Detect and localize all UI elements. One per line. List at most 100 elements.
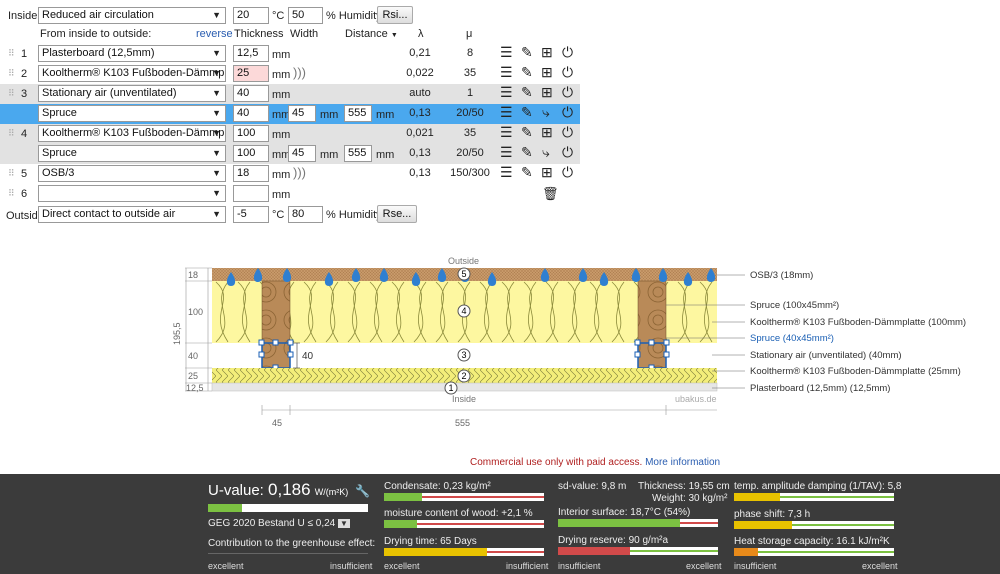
interior-surface-label: Interior surface: 18,7°C (54%)	[558, 507, 691, 518]
mm-unit: mm	[376, 109, 395, 121]
geg-dropdown-icon[interactable]: ▼	[338, 519, 350, 528]
material-select[interactable]: Kooltherm® K103 Fußboden-Dämmp ▼	[38, 125, 226, 142]
power-icon[interactable]: ⏻	[562, 84, 574, 100]
col-lambda: λ	[418, 28, 424, 40]
edit-icon[interactable]: ✎	[521, 144, 533, 160]
dim-12-5: 12,5	[186, 383, 204, 393]
power-icon[interactable]: ⏻	[562, 44, 574, 60]
edit-icon[interactable]: ✎	[521, 104, 533, 120]
rsi-button[interactable]: Rsi...	[377, 6, 413, 24]
mm-unit: mm	[272, 169, 291, 181]
legend-item: Kooltherm® K103 Fußboden-Dämmplatte (25m…	[750, 366, 961, 377]
material-select[interactable]: OSB/3 ▼	[38, 165, 226, 182]
legend-item: Plasterboard (12,5mm) (12,5mm)	[750, 383, 890, 394]
add-layer-icon[interactable]: ⊞	[541, 164, 553, 180]
sound-wave-icon[interactable]: )))	[293, 165, 306, 180]
layer-number: 6	[21, 188, 28, 200]
spruce-batten-left	[261, 342, 291, 369]
thickness-input[interactable]: 18	[233, 165, 269, 182]
lambda-value: auto	[409, 87, 431, 99]
spruce-joist-right	[637, 280, 667, 344]
drag-handle-icon[interactable]: ⠿	[8, 128, 15, 138]
drag-handle-icon[interactable]: ⠿	[8, 88, 15, 98]
add-layer-icon[interactable]: ⊞	[541, 124, 553, 140]
mm-unit: mm	[320, 149, 339, 161]
watermark: ubakus.de	[675, 394, 717, 404]
inside-temp-input[interactable]: 20	[233, 7, 269, 24]
material-select[interactable]: Spruce ▼	[38, 145, 226, 162]
material-select[interactable]: Spruce ▼	[38, 105, 226, 122]
thickness-input[interactable]: 100	[233, 145, 269, 162]
outside-temp-input[interactable]: -5	[233, 206, 269, 223]
material-select[interactable]: Plasterboard (12,5mm) ▼	[38, 45, 226, 62]
reverse-link[interactable]: reverse	[196, 28, 233, 40]
outside-condition-select[interactable]: Direct contact to outside air ▼	[38, 206, 226, 223]
dropdown-arrow-icon: ▼	[212, 10, 221, 20]
indent-arrow-icon[interactable]: ⤷	[542, 144, 550, 160]
drag-handle-icon[interactable]: ⠿	[8, 48, 15, 58]
rse-button[interactable]: Rse...	[377, 205, 417, 223]
power-icon[interactable]: ⏻	[562, 144, 574, 160]
u-value-label: U-value:	[208, 482, 264, 499]
thickness-input[interactable]: 25	[233, 65, 269, 82]
col-distance[interactable]: Distance ▼	[345, 28, 398, 42]
dim-40: 40	[188, 351, 198, 361]
drag-handle-icon[interactable]: ⠿	[8, 68, 15, 78]
inside-condition-select[interactable]: Reduced air circulation ▼	[38, 7, 226, 24]
edit-icon[interactable]: ✎	[521, 64, 533, 80]
thickness-input[interactable]	[233, 185, 269, 202]
edit-icon[interactable]: ✎	[521, 124, 533, 140]
sound-wave-icon[interactable]: )))	[293, 65, 306, 80]
inside-condition-value: Reduced air circulation	[42, 9, 154, 21]
power-icon[interactable]: ⏻	[562, 124, 574, 140]
menu-icon[interactable]: ☰	[500, 144, 513, 160]
material-value: Spruce	[42, 147, 77, 159]
greenhouse-label: Contribution to the greenhouse effect:	[208, 538, 376, 549]
power-icon[interactable]: ⏻	[562, 64, 574, 80]
insufficient-label-2: insufficient	[506, 561, 549, 571]
menu-icon[interactable]: ☰	[500, 64, 513, 80]
thickness-input[interactable]: 40	[233, 105, 269, 122]
u-value-unit: W/(m²K)	[314, 487, 349, 497]
material-select[interactable]: Stationary air (unventilated) ▼	[38, 85, 226, 102]
dim-555: 555	[455, 418, 470, 428]
menu-icon[interactable]: ☰	[500, 44, 513, 60]
u-value-bar	[208, 504, 368, 512]
menu-icon[interactable]: ☰	[500, 84, 513, 100]
wrench-icon[interactable]: 🔧	[355, 484, 370, 498]
outside-condition-value: Direct contact to outside air	[42, 208, 176, 220]
more-info-link[interactable]: More information	[645, 457, 721, 468]
inside-humidity-input[interactable]: 50	[288, 7, 323, 24]
power-icon[interactable]: ⏻	[562, 104, 574, 120]
power-icon[interactable]: ⏻	[562, 164, 574, 180]
width-input[interactable]: 45	[288, 105, 316, 122]
mu-value: 35	[463, 67, 477, 79]
thickness-input[interactable]: 12,5	[233, 45, 269, 62]
layer-number: 5	[21, 168, 28, 180]
add-layer-icon[interactable]: ⊞	[541, 64, 553, 80]
menu-icon[interactable]: ☰	[500, 104, 513, 120]
menu-icon[interactable]: ☰	[500, 164, 513, 180]
thickness-input[interactable]: 100	[233, 125, 269, 142]
distance-input[interactable]: 555	[344, 145, 372, 162]
material-select[interactable]: Kooltherm® K103 Fußboden-Dämmp ▼	[38, 65, 226, 82]
distance-input[interactable]: 555	[344, 105, 372, 122]
lambda-value: 0,13	[409, 167, 431, 179]
layer-number: 2	[21, 68, 28, 80]
menu-icon[interactable]: ☰	[500, 124, 513, 140]
edit-icon[interactable]: ✎	[521, 84, 533, 100]
indent-arrow-icon[interactable]: ⤷	[542, 104, 550, 120]
trash-icon[interactable]: 🗑	[542, 186, 559, 201]
material-select[interactable]: ▼	[38, 185, 226, 202]
drag-handle-icon[interactable]: ⠿	[8, 188, 15, 198]
edit-icon[interactable]: ✎	[521, 164, 533, 180]
add-layer-icon[interactable]: ⊞	[541, 44, 553, 60]
layer-circle-1: 1	[448, 383, 453, 393]
plasterboard-layer	[211, 382, 718, 392]
width-input[interactable]: 45	[288, 145, 316, 162]
outside-humidity-input[interactable]: 80	[288, 206, 323, 223]
thickness-input[interactable]: 40	[233, 85, 269, 102]
edit-icon[interactable]: ✎	[521, 44, 533, 60]
add-layer-icon[interactable]: ⊞	[541, 84, 553, 100]
drag-handle-icon[interactable]: ⠿	[8, 168, 15, 178]
